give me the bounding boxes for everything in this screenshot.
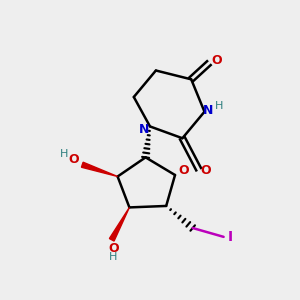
- Text: O: O: [201, 164, 211, 177]
- Text: O: O: [178, 164, 189, 177]
- Text: H: H: [109, 252, 117, 262]
- Text: N: N: [139, 123, 149, 136]
- Text: H: H: [60, 149, 68, 159]
- Text: I: I: [227, 230, 233, 244]
- Text: N: N: [203, 104, 213, 117]
- Text: O: O: [68, 153, 79, 166]
- Polygon shape: [110, 207, 129, 241]
- Text: O: O: [108, 242, 119, 254]
- Text: O: O: [211, 54, 222, 67]
- Polygon shape: [81, 162, 118, 176]
- Text: H: H: [214, 101, 223, 111]
